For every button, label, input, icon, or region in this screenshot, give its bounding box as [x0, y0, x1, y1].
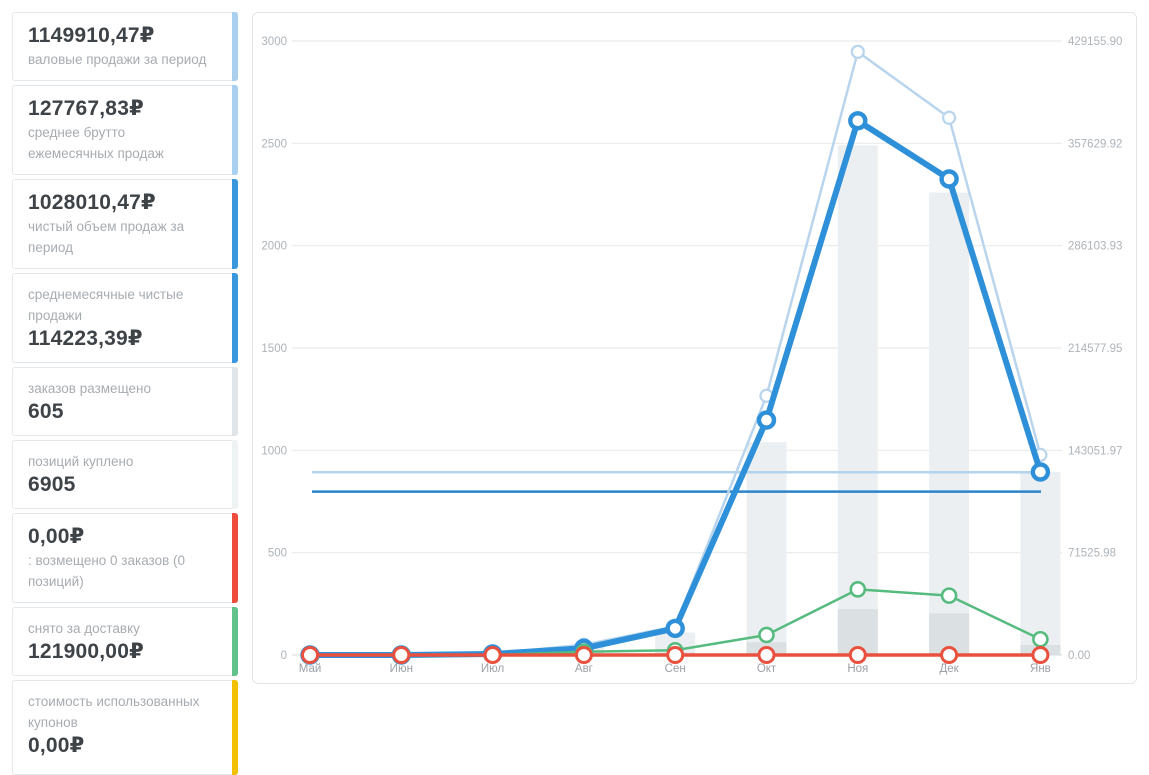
accent-bar-avg-net-monthly: [232, 273, 238, 363]
bar-items-bought-per-month-Ноя: [838, 145, 878, 655]
marker-refunds-Окт: [759, 648, 774, 663]
y-axis-right-tick-2: 143051.97: [1068, 445, 1122, 457]
accent-bar-orders-placed: [232, 367, 238, 436]
stat-label-delivery-charged: снято за доставку: [28, 618, 223, 639]
marker-refunds-Июн: [394, 648, 409, 663]
stat-value-gross-sales-period: 1149910,47₽: [28, 23, 223, 49]
accent-bar-avg-gross-monthly: [232, 85, 238, 175]
stat-label-refunded: : возмещено 0 заказов (0 позиций): [28, 550, 223, 592]
y-axis-left-tick-3000: 3000: [261, 36, 287, 48]
y-axis-right-tick-4: 286103.93: [1068, 241, 1122, 253]
stat-value-avg-net-monthly: 114223,39₽: [28, 326, 223, 352]
x-axis-label-Ноя: Ноя: [847, 663, 868, 675]
y-axis-left-tick-0: 0: [281, 650, 287, 662]
stat-value-orders-placed: 605: [28, 399, 223, 425]
marker-net-sales-Окт: [759, 413, 774, 428]
marker-refunds-Май: [303, 648, 318, 663]
x-axis-label-Окт: Окт: [757, 663, 777, 675]
x-axis-label-Янв: Янв: [1030, 663, 1051, 675]
stat-label-net-sales-period: чистый объем продаж за период: [28, 216, 223, 258]
marker-refunds-Дек: [942, 648, 957, 663]
stat-card-gross-sales-period: 1149910,47₽валовые продажи за период: [12, 12, 238, 81]
accent-bar-refunded: [232, 513, 238, 603]
marker-net-sales-Янв: [1033, 465, 1048, 480]
stat-value-delivery-charged: 121900,00₽: [28, 639, 223, 665]
marker-delivery-charged-Ноя: [851, 582, 865, 596]
marker-refunds-Янв: [1033, 648, 1048, 663]
marker-refunds-Июл: [485, 648, 500, 663]
stat-value-avg-gross-monthly: 127767,83₽: [28, 96, 223, 122]
bar-items-bought-per-month-Окт: [747, 442, 787, 655]
stat-label-avg-gross-monthly: среднее брутто ежемесячных продаж: [28, 122, 223, 164]
marker-gross-sales-Ноя: [852, 46, 864, 58]
y-axis-left-tick-500: 500: [268, 548, 287, 560]
stat-card-refunded: 0,00₽: возмещено 0 заказов (0 позиций): [12, 513, 238, 603]
sales-chart: 0 0.00 500 71525.98 1000 143051.97 1500 214577.…: [253, 13, 1136, 683]
bar-items-bought-per-month-Янв: [1020, 472, 1060, 655]
marker-refunds-Ноя: [850, 648, 865, 663]
stat-value-refunded: 0,00₽: [28, 524, 223, 550]
marker-net-sales-Ноя: [850, 113, 865, 128]
accent-bar-gross-sales-period: [232, 12, 238, 81]
accent-bar-net-sales-period: [232, 179, 238, 269]
marker-delivery-charged-Окт: [760, 628, 774, 642]
marker-delivery-charged-Дек: [942, 589, 956, 603]
bar-items-bought-per-month-Дек: [929, 192, 969, 655]
stat-card-net-sales-period: 1028010,47₽чистый объем продаж за период: [12, 179, 238, 269]
x-axis-label-Май: Май: [299, 663, 322, 675]
y-axis-left-tick-1500: 1500: [261, 343, 287, 355]
stat-card-avg-gross-monthly: 127767,83₽среднее брутто ежемесячных про…: [12, 85, 238, 175]
y-axis-left-tick-2500: 2500: [261, 138, 287, 150]
marker-gross-sales-Дек: [943, 112, 955, 124]
marker-refunds-Авг: [576, 648, 591, 663]
accent-bar-delivery-charged: [232, 607, 238, 676]
x-axis-label-Сен: Сен: [665, 663, 686, 675]
y-axis-right-tick-6: 429155.90: [1068, 36, 1122, 48]
stat-label-gross-sales-period: валовые продажи за период: [28, 49, 223, 70]
x-axis-label-Авг: Авг: [575, 663, 593, 675]
stat-label-items-bought: позиций куплено: [28, 451, 223, 472]
accent-bar-coupons-cost: [232, 680, 238, 775]
stat-value-items-bought: 6905: [28, 472, 223, 498]
marker-net-sales-Сен: [668, 621, 683, 636]
stat-value-net-sales-period: 1028010,47₽: [28, 190, 223, 216]
stat-label-orders-placed: заказов размещено: [28, 378, 223, 399]
y-axis-right-tick-0: 0.00: [1068, 650, 1090, 662]
marker-delivery-charged-Янв: [1033, 632, 1047, 646]
x-axis-label-Дек: Дек: [939, 663, 959, 675]
accent-bar-items-bought: [232, 440, 238, 509]
x-axis-label-Июн: Июн: [390, 663, 413, 675]
marker-refunds-Сен: [668, 648, 683, 663]
y-axis-left-tick-1000: 1000: [261, 445, 287, 457]
stat-value-coupons-cost: 0,00₽: [28, 733, 223, 759]
x-axis-label-Июл: Июл: [481, 663, 504, 675]
y-axis-left-tick-2000: 2000: [261, 241, 287, 253]
sales-chart-panel: 0 0.00 500 71525.98 1000 143051.97 1500 214577.…: [252, 12, 1137, 684]
marker-net-sales-Дек: [942, 172, 957, 187]
stat-label-coupons-cost: стоимость использованных купонов: [28, 691, 223, 733]
stat-label-avg-net-monthly: среднемесячные чистые продажи: [28, 284, 223, 326]
y-axis-right-tick-3: 214577.95: [1068, 343, 1122, 355]
y-axis-right-tick-5: 357629.92: [1068, 138, 1122, 150]
y-axis-right-tick-1: 71525.98: [1068, 548, 1116, 560]
